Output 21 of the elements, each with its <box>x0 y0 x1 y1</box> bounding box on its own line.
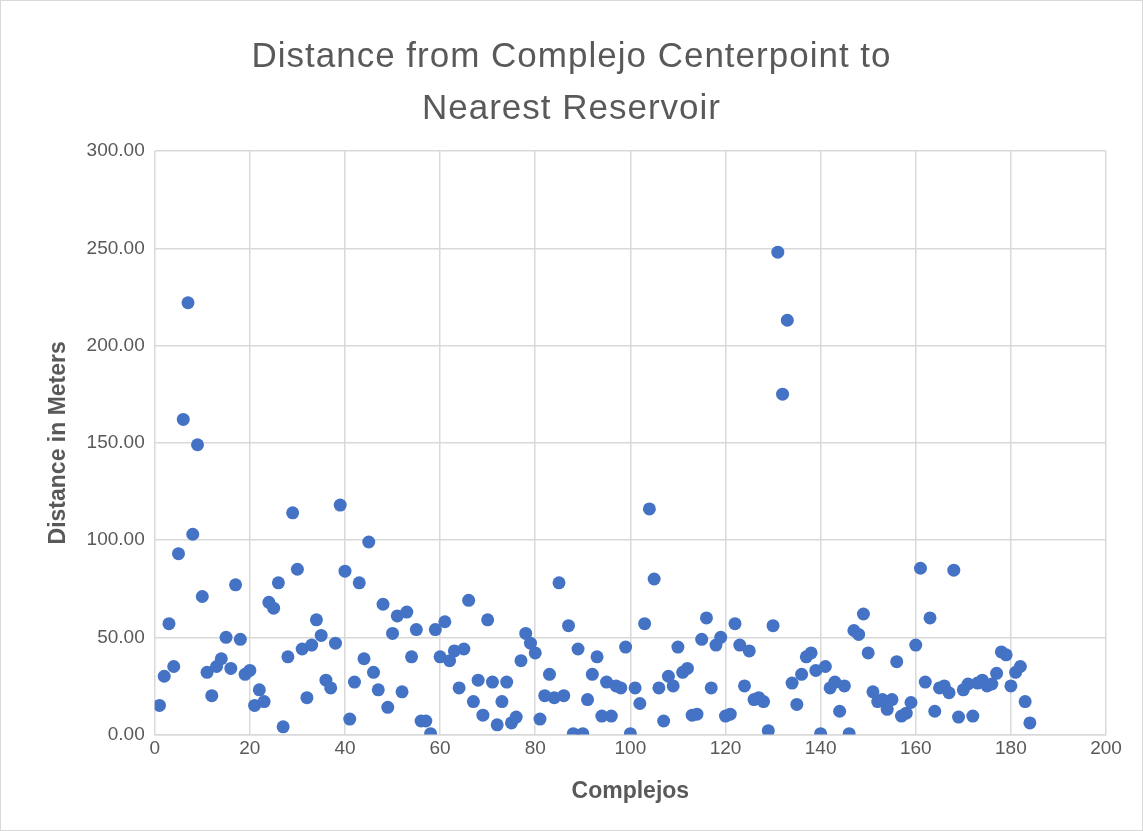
x-tick-label: 160 <box>899 737 932 759</box>
x-tick-label: 140 <box>804 737 837 759</box>
x-tick-label: 60 <box>429 737 451 759</box>
y-tick-label: 300.00 <box>86 139 145 161</box>
x-tick-label: 20 <box>239 737 261 759</box>
x-tick-label: 120 <box>709 737 742 759</box>
y-tick-label: 250.00 <box>86 236 145 258</box>
y-axis-title: Distance in Meters <box>44 341 71 545</box>
x-tick-label: 40 <box>334 737 356 759</box>
x-tick-label: 80 <box>524 737 546 759</box>
x-tick-label: 180 <box>995 737 1027 759</box>
x-tick-label: 200 <box>1090 737 1122 759</box>
x-axis-title: Complejos <box>571 776 690 803</box>
y-tick-label: 50.00 <box>97 625 145 647</box>
y-tick-label: 150.00 <box>86 431 145 453</box>
x-tick-label: 0 <box>149 737 160 759</box>
y-tick-label: 100.00 <box>86 528 145 550</box>
y-tick-label: 200.00 <box>86 333 145 355</box>
y-tick-label: 0.00 <box>107 722 145 744</box>
x-tick-label: 100 <box>614 737 647 759</box>
chart-title: Distance from Complejo Centerpoint to Nearest Reservoir <box>250 34 893 128</box>
